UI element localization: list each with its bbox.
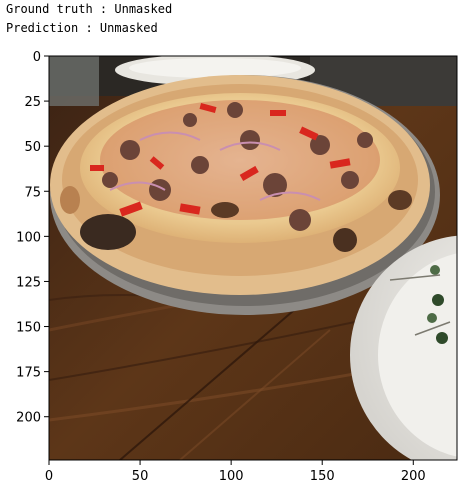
- y-tick-label: 125: [16, 275, 41, 290]
- y-tick-label: 50: [24, 140, 41, 155]
- y-tick-label: 150: [16, 321, 41, 336]
- y-axis: 0 25 50 75 100 125 150 175 200: [16, 50, 49, 426]
- x-tick-label: 0: [45, 469, 53, 484]
- x-tick-label: 150: [310, 469, 335, 484]
- y-tick-label: 0: [33, 50, 41, 65]
- pizza-image: [49, 56, 457, 460]
- y-tick-label: 200: [16, 411, 41, 426]
- x-tick-label: 200: [401, 469, 426, 484]
- y-tick-label: 175: [16, 366, 41, 381]
- axes-frame: [48, 55, 458, 461]
- prediction-text: Prediction : Unmasked: [6, 21, 158, 35]
- x-tick-label: 100: [219, 469, 244, 484]
- x-axis: 0 50 100 150 200: [45, 460, 426, 484]
- y-tick-label: 25: [24, 95, 41, 110]
- y-tick-label: 75: [24, 185, 41, 200]
- x-tick-label: 50: [132, 469, 149, 484]
- ground-truth-text: Ground truth : Unmasked: [6, 2, 173, 16]
- y-tick-label: 100: [16, 230, 41, 245]
